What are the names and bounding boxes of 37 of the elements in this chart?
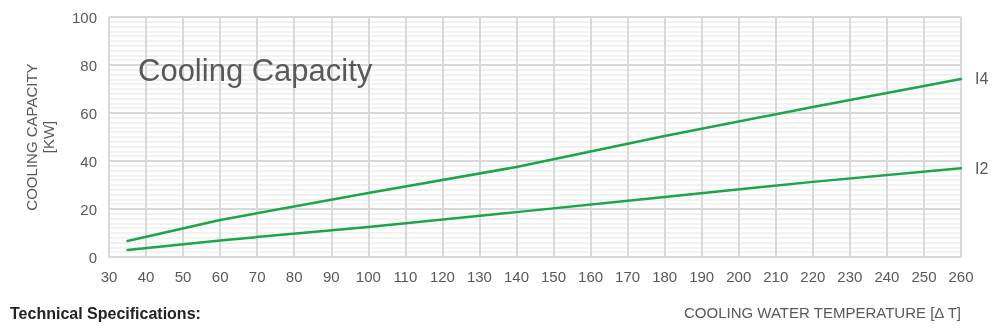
x-tick-label: 90 <box>322 268 340 285</box>
y-tick-label: 80 <box>80 56 97 74</box>
x-tick-label: 110 <box>393 268 418 285</box>
x-tick-label: 100 <box>355 268 381 285</box>
text: Cooling Capacity <box>138 53 373 88</box>
x-tick-label: 70 <box>248 268 266 285</box>
text: Technical Specifications: <box>10 304 201 322</box>
y-axis-title: COOLING CAPACITY [KW] <box>23 63 57 211</box>
x-tick-label: 130 <box>466 268 492 285</box>
x-tick-label: 230 <box>837 268 863 285</box>
x-tick-label: 60 <box>211 268 229 285</box>
series-label: I4 <box>975 70 989 88</box>
x-tick-label: 80 <box>285 268 303 285</box>
y-tick-label: 20 <box>80 200 97 218</box>
x-tick-label: 190 <box>689 268 715 285</box>
x-tick-label: 210 <box>763 268 789 285</box>
x-tick-label: 220 <box>800 268 826 285</box>
y-tick-label: 100 <box>71 8 97 26</box>
y-tick-label: 40 <box>80 152 97 170</box>
x-tick-label: 260 <box>948 268 974 285</box>
x-tick-label: 120 <box>429 268 455 285</box>
x-tick-label: 150 <box>541 268 567 285</box>
line-series <box>126 166 963 252</box>
x-tick-label: 170 <box>615 268 641 285</box>
x-tick-label: 200 <box>726 268 752 285</box>
x-tick-label: 160 <box>578 268 604 285</box>
x-tick-label: 50 <box>174 268 192 285</box>
x-tick-label: 140 <box>503 268 529 285</box>
x-tick-label: 250 <box>911 268 937 285</box>
x-tick-label: 240 <box>874 268 900 285</box>
x-tick-label: 180 <box>652 268 678 285</box>
x-tick-label: 40 <box>137 268 155 285</box>
x-axis-title: COOLING WATER TEMPERATURE [Δ T] <box>684 304 961 321</box>
x-tick-label: 30 <box>100 268 118 285</box>
series-label: I2 <box>975 159 989 177</box>
y-tick-label: 60 <box>80 104 97 122</box>
y-tick-label: 0 <box>88 248 97 266</box>
